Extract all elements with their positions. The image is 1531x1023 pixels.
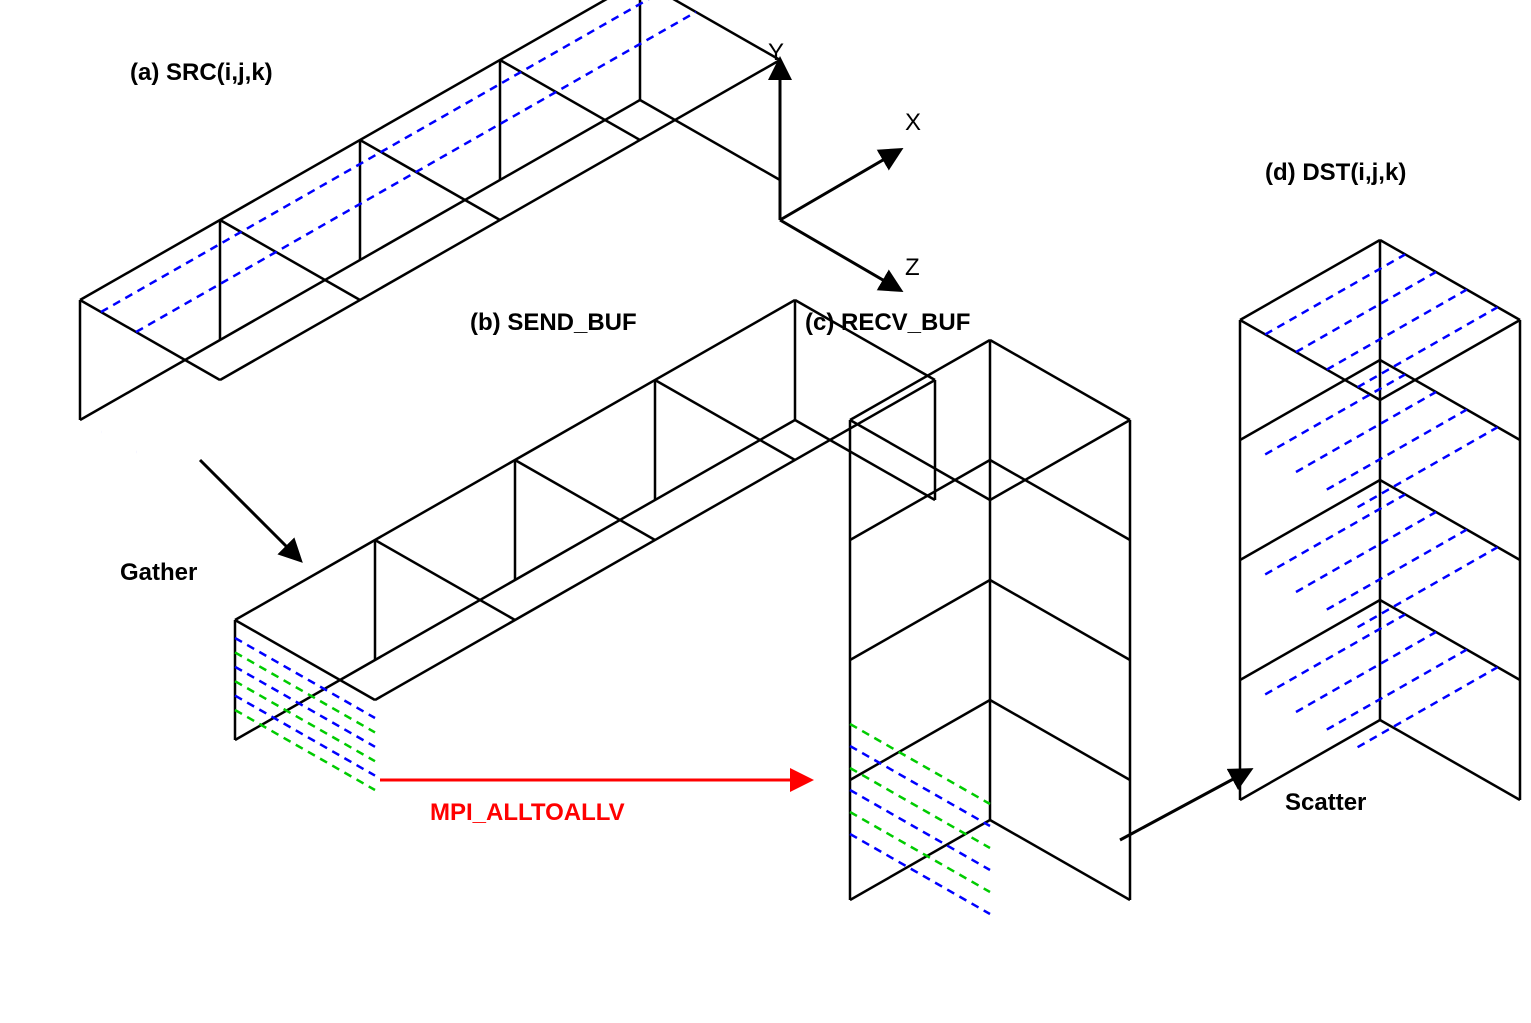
group-d-dst [1240, 240, 1520, 800]
label-c: (c) RECV_BUF [805, 309, 970, 336]
group-c-recvbuf [850, 340, 1130, 914]
axis-label-y: Y [768, 39, 784, 66]
label-scatter: Scatter [1285, 789, 1366, 816]
label-d: (d) DST(i,j,k) [1265, 159, 1406, 186]
axis-label-x: X [905, 109, 921, 136]
label-b: (b) SEND_BUF [470, 309, 637, 336]
group-b-sendbuf [235, 300, 935, 790]
flow-arrows [200, 460, 1250, 840]
label-gather: Gather [120, 559, 197, 586]
scatter-arrow [1120, 770, 1250, 840]
label-mpi: MPI_ALLTOALLV [430, 799, 625, 826]
label-a: (a) SRC(i,j,k) [130, 59, 273, 86]
diagram-canvas: (a) SRC(i,j,k) (b) SEND_BUF (c) RECV_BUF (d… [0, 0, 1531, 1023]
axis-label-z: Z [905, 254, 920, 281]
axes [780, 60, 900, 290]
gather-arrow [200, 460, 300, 560]
